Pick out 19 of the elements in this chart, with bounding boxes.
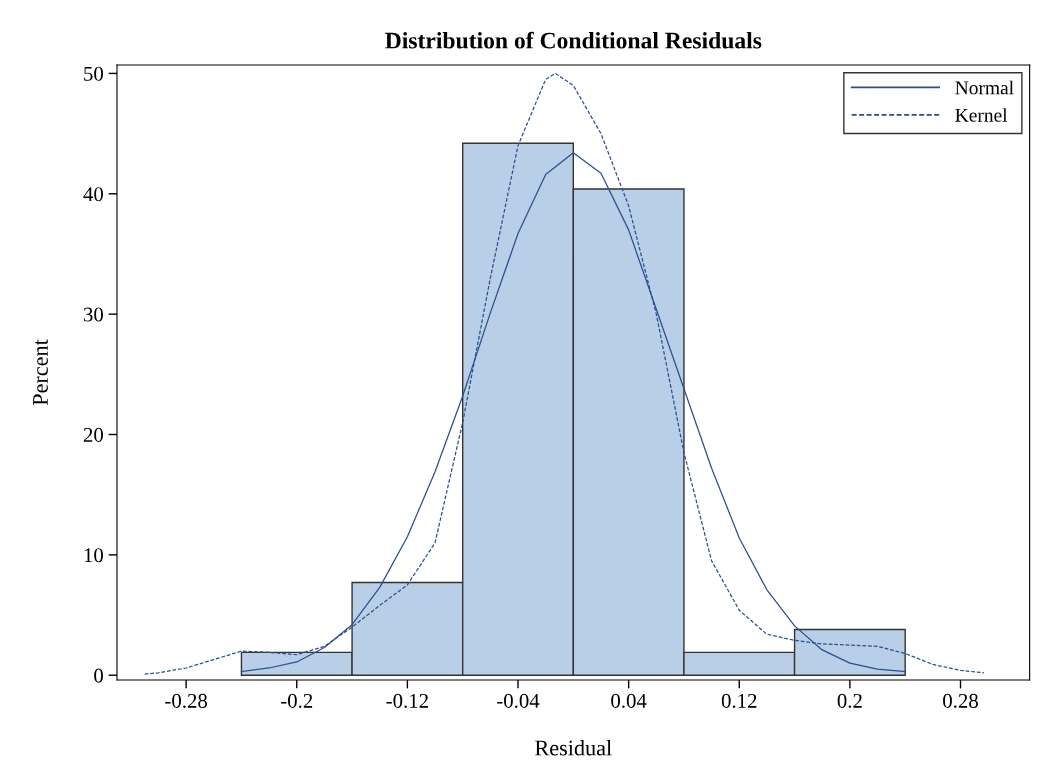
y-tick-label: 20: [83, 427, 103, 442]
x-tick-label: 0.2: [837, 693, 862, 708]
y-tick-label: 30: [83, 307, 103, 322]
x-tick-label: 0.28: [943, 693, 978, 708]
x-tick-label: 0.12: [721, 693, 757, 708]
legend-label: Kernel: [955, 108, 1008, 122]
x-tick-label: -0.28: [165, 693, 208, 708]
y-tick-label: 0: [94, 668, 103, 683]
y-axis-title: Percent: [33, 339, 48, 406]
chart-title: Distribution of Conditional Residuals: [385, 31, 762, 49]
x-tick-label: -0.12: [386, 693, 428, 708]
y-tick-label: 10: [84, 548, 103, 563]
x-tick-label: -0.2: [281, 693, 313, 708]
x-axis-title: Residual: [535, 739, 612, 756]
x-tick-label: -0.04: [497, 693, 540, 708]
y-tick-label: 50: [84, 66, 103, 81]
x-tick-label: 0.04: [611, 693, 647, 708]
y-tick-label: 40: [83, 187, 103, 202]
legend-label: Normal: [955, 80, 1014, 95]
